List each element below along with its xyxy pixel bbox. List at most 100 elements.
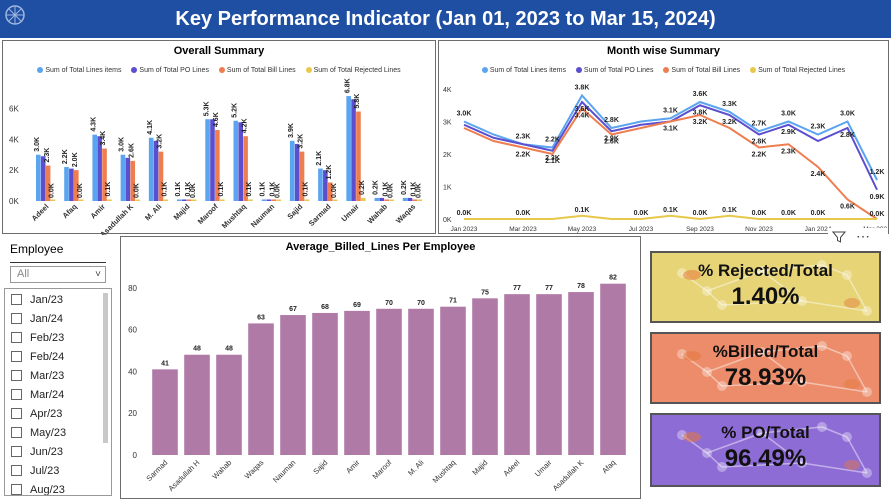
data-label: 3.0K	[781, 111, 796, 118]
decor-node	[842, 270, 852, 280]
date-option[interactable]: Jan/24	[11, 313, 63, 331]
data-label: 82	[609, 275, 617, 282]
date-option-label: Jul/23	[30, 465, 60, 477]
checkbox[interactable]	[11, 427, 22, 438]
legend-item[interactable]: Sum of Total Lines items	[37, 67, 121, 74]
decor-line	[706, 290, 723, 306]
x-tick-label: Majid	[470, 458, 489, 477]
kpi-card-po[interactable]: % PO/Total 96.49%	[650, 413, 881, 487]
decor-node	[702, 286, 712, 296]
bar	[266, 199, 272, 201]
checkbox[interactable]	[11, 408, 22, 419]
monthwise-summary-panel[interactable]: Month wise Summary Sum of Total Lines it…	[438, 40, 889, 234]
kpi-card-rejected[interactable]: % Rejected/Total 1.40%	[650, 251, 881, 323]
decor-line	[706, 270, 763, 292]
bar	[289, 140, 295, 201]
employee-dropdown[interactable]: All ˅	[10, 266, 106, 283]
date-option[interactable]: Jan/23	[11, 294, 63, 312]
date-option[interactable]: Jul/23	[11, 465, 59, 483]
legend-item[interactable]: Sum of Total Rejected Lines	[750, 67, 845, 74]
filter-icon[interactable]	[832, 230, 846, 244]
bar	[504, 294, 530, 455]
bar	[238, 122, 243, 201]
x-tick-label: Sep 2023	[686, 226, 714, 233]
decor-node	[757, 266, 767, 276]
series-line	[463, 93, 878, 181]
overall-summary-panel[interactable]: Overall Summary Sum of Total Lines items…	[2, 40, 436, 235]
kpi-card-billed[interactable]: %Billed/Total 78.93%	[650, 332, 881, 404]
app-logo-icon	[5, 5, 25, 25]
decor-node	[702, 448, 712, 458]
data-label: 3.2K	[693, 119, 708, 126]
checkbox[interactable]	[11, 446, 22, 457]
legend-item[interactable]: Sum of Total Rejected Lines	[305, 67, 401, 74]
data-label: 0.2K	[373, 180, 380, 195]
checkbox[interactable]	[11, 313, 22, 324]
x-tick-label: Mar 2023	[509, 226, 537, 233]
network-decor-icon	[677, 422, 872, 478]
y-tick-label: 40	[128, 367, 137, 376]
scrollbar[interactable]	[103, 293, 108, 443]
legend-item[interactable]: Sum of Total Bill Lines	[663, 67, 740, 74]
avg-billed-panel[interactable]: Average_Billed_Lines Per Employee 0 20 40 6…	[120, 236, 641, 499]
avg-billed-chart[interactable]: 0 20 40 60 80 41 Sarmad 48 Asadullah H 48 Wahab 63 W…	[121, 255, 640, 499]
decor-line	[801, 381, 868, 393]
checkbox[interactable]	[11, 484, 22, 495]
data-label: 5.3K	[203, 101, 210, 116]
bar	[248, 323, 274, 455]
date-option[interactable]: Mar/24	[11, 389, 64, 407]
data-label: 77	[545, 285, 553, 292]
decor-line	[846, 274, 868, 312]
x-tick-label: Asadullah H	[166, 458, 201, 493]
data-label: 2.8K	[604, 117, 619, 124]
date-option[interactable]: May/23	[11, 427, 66, 445]
legend-item[interactable]: Sum of Total PO Lines	[575, 67, 653, 74]
data-label: 71	[449, 298, 457, 305]
monthwise-summary-chart[interactable]: 0K1K2K3K4K3.0K0.0K2.3K2.2K0.0K2.2K2.3K2.…	[439, 75, 888, 234]
date-option[interactable]: Mar/23	[11, 370, 64, 388]
checkbox[interactable]	[11, 465, 22, 476]
kpi-label: % PO/Total	[721, 423, 810, 442]
legend-item[interactable]: Sum of Total Bill Lines	[218, 67, 296, 74]
bar	[318, 168, 323, 201]
checkbox[interactable]	[11, 294, 22, 305]
checkbox[interactable]	[11, 370, 22, 381]
data-label: 68	[321, 304, 329, 311]
more-options-icon[interactable]: ⋯	[856, 228, 870, 244]
checkbox[interactable]	[11, 351, 22, 362]
bar	[186, 199, 192, 201]
legend-swatch	[481, 67, 488, 73]
checkbox[interactable]	[11, 389, 22, 400]
bar	[304, 199, 310, 201]
cloud-icon	[844, 379, 860, 389]
data-label: 2.7K	[752, 120, 767, 127]
data-label: 69	[353, 302, 361, 309]
date-option[interactable]: Apr/23	[11, 408, 62, 426]
legend-item[interactable]: Sum of Total PO Lines	[131, 67, 209, 74]
date-option[interactable]: Feb/24	[11, 351, 64, 369]
decor-line	[761, 426, 823, 434]
checkbox[interactable]	[11, 332, 22, 343]
bar	[50, 199, 56, 201]
data-label: 0.0K	[331, 183, 338, 198]
data-label: 3.8K	[693, 109, 708, 116]
x-tick-label: Nauman	[249, 202, 277, 230]
legend-item[interactable]: Sum of Total Lines items	[481, 67, 566, 74]
data-label: 2.2K	[516, 152, 531, 159]
data-label: 2.1K	[545, 158, 560, 165]
bar	[361, 197, 366, 201]
series-line	[464, 214, 877, 221]
data-label: 0.9K	[870, 194, 885, 201]
date-slicer-list[interactable]: Jan/23 Jan/24 Feb/23 Feb/24 Mar/23 Mar/2…	[4, 288, 112, 496]
bar	[184, 354, 210, 455]
decor-line	[706, 452, 723, 468]
date-option[interactable]: Feb/23	[11, 332, 64, 350]
date-option[interactable]: Jun/23	[11, 446, 63, 464]
date-option[interactable]: Aug/23	[11, 484, 65, 495]
decor-node	[702, 367, 712, 377]
y-tick-label: 0K	[9, 197, 19, 206]
x-tick-label: M. Ali	[143, 202, 163, 222]
decor-line	[761, 345, 823, 353]
data-label: 2.2K	[752, 152, 767, 159]
